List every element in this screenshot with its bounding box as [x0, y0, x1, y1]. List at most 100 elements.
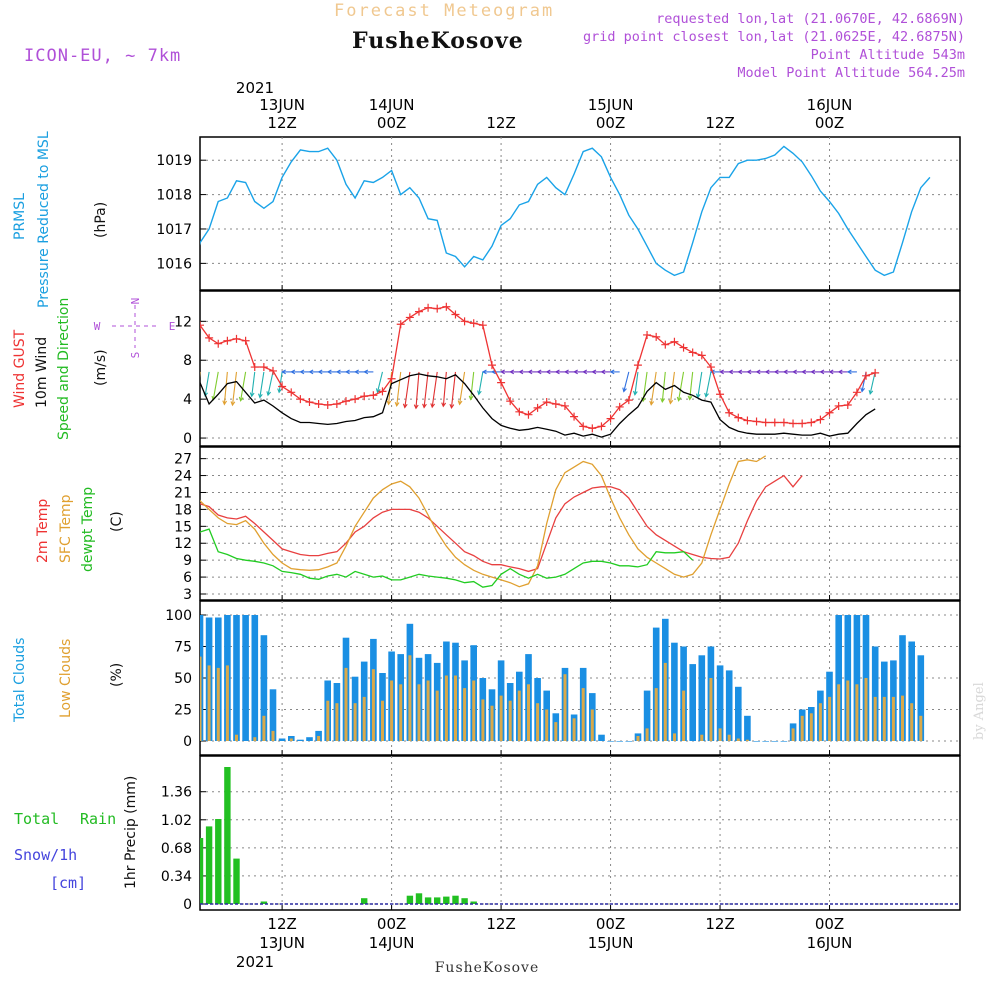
bar-rain [406, 895, 414, 904]
gust-marker [178, 383, 186, 391]
wind-arrow [442, 371, 447, 407]
bar-low-clouds [454, 675, 457, 741]
wind-arrow [376, 371, 384, 393]
bar-total-clouds [607, 741, 614, 742]
bar-low-clouds [344, 667, 348, 741]
bar-rain [205, 826, 213, 904]
wind-arrow [240, 371, 247, 401]
gust-marker [807, 418, 816, 427]
time-top-date: 16JUN [807, 96, 853, 114]
wind-arrow-head [195, 401, 199, 405]
wind-arrow-head [600, 369, 606, 375]
bar-low-clouds [408, 655, 412, 741]
wind-arrow-head [468, 395, 474, 401]
bar-low-clouds [490, 705, 494, 741]
wind-arrow [869, 371, 876, 395]
time-bottom-hour: 00Z [815, 915, 844, 933]
wind-arrow-head [782, 369, 788, 375]
bar-rain [361, 898, 368, 904]
gust-marker [405, 313, 414, 322]
bar-low-clouds [207, 665, 211, 741]
bar-low-clouds [864, 678, 868, 741]
wind-arrow-head [222, 400, 228, 406]
gust-marker [259, 363, 268, 372]
wind-arrow-head [518, 369, 524, 375]
gust-marker [697, 351, 706, 360]
year-top: 2021 [236, 79, 274, 97]
bar-low-clouds [645, 728, 649, 741]
bar-low-clouds [353, 703, 357, 741]
gust-marker [743, 416, 752, 425]
bar-low-clouds [362, 696, 366, 741]
wind-arrow-head [386, 400, 392, 406]
bar-total-clouds [780, 741, 788, 742]
wind-arrow-head [354, 369, 359, 375]
wind-arrow-head [266, 391, 272, 397]
gust-marker [643, 330, 652, 339]
ytick-label: 8 [183, 353, 192, 369]
gust-marker [305, 398, 314, 407]
time-top-hour: 12Z [267, 114, 296, 132]
footer-location: FusheKosove [435, 960, 540, 976]
wind-arrow-head [308, 369, 314, 375]
bar-low-clouds [663, 662, 667, 741]
bar-low-clouds [235, 734, 238, 741]
bar-total-clouds [269, 689, 277, 741]
bar-low-clouds [317, 736, 321, 741]
bar-total-clouds [625, 741, 633, 742]
bar-total-clouds [753, 741, 760, 742]
wind-arrow-head [609, 369, 615, 375]
gust-marker [414, 307, 423, 316]
bar-rain [260, 901, 268, 904]
time-bottom-hour: 00Z [596, 915, 625, 933]
series-temp2m [200, 474, 803, 573]
bar-total-clouds [233, 615, 240, 741]
bar-rain [200, 838, 204, 904]
gust-marker [716, 390, 725, 399]
wind-arrow-head [632, 390, 638, 396]
precip-plot [200, 767, 960, 905]
wind-arrow-head [457, 400, 463, 406]
clouds-plot [200, 615, 925, 742]
bar-rain [424, 897, 432, 904]
bar-total-clouds [242, 615, 249, 741]
gust-marker [351, 395, 360, 404]
bar-total-clouds [251, 615, 259, 741]
panel-frame [199, 136, 961, 291]
gust-marker [533, 403, 542, 412]
gust-marker [296, 395, 305, 404]
ytick-label: 24 [174, 469, 192, 485]
bar-low-clouds [417, 684, 421, 741]
wind-arrow-head [422, 403, 427, 409]
bar-total-clouds [200, 615, 204, 741]
bar-low-clouds [709, 678, 713, 741]
gust-marker [652, 332, 661, 341]
rain-label: Rain [80, 810, 116, 828]
wind-arrow-head [344, 369, 350, 375]
wind-arrow-head [746, 369, 752, 375]
wind-arrow-head [536, 369, 542, 375]
bar-low-clouds [381, 700, 384, 741]
bar-low-clouds [399, 684, 403, 741]
bar-low-clouds [736, 738, 740, 741]
gust-marker [378, 387, 387, 396]
gust-marker [332, 400, 341, 409]
wind-arrow [450, 371, 457, 408]
series-prmsl [200, 145, 931, 277]
bar-low-clouds [791, 728, 795, 741]
wind-arrow-head [545, 369, 551, 375]
wind-arrow-head [277, 388, 282, 394]
wind-arrow-head [230, 401, 236, 407]
wind-arrow-head [509, 369, 515, 375]
bar-low-clouds [216, 667, 220, 741]
ytick-label: 0.68 [161, 841, 192, 857]
gust-marker [570, 412, 579, 421]
msl-label: Pressure Reduced to MSL [36, 131, 52, 308]
gust-marker [661, 340, 670, 349]
gust-marker [761, 418, 770, 427]
wind-arrow-head [573, 369, 578, 375]
wind-arrow [259, 371, 265, 398]
wind-arrow-head [441, 402, 447, 408]
wind-arrow-head [481, 369, 487, 375]
